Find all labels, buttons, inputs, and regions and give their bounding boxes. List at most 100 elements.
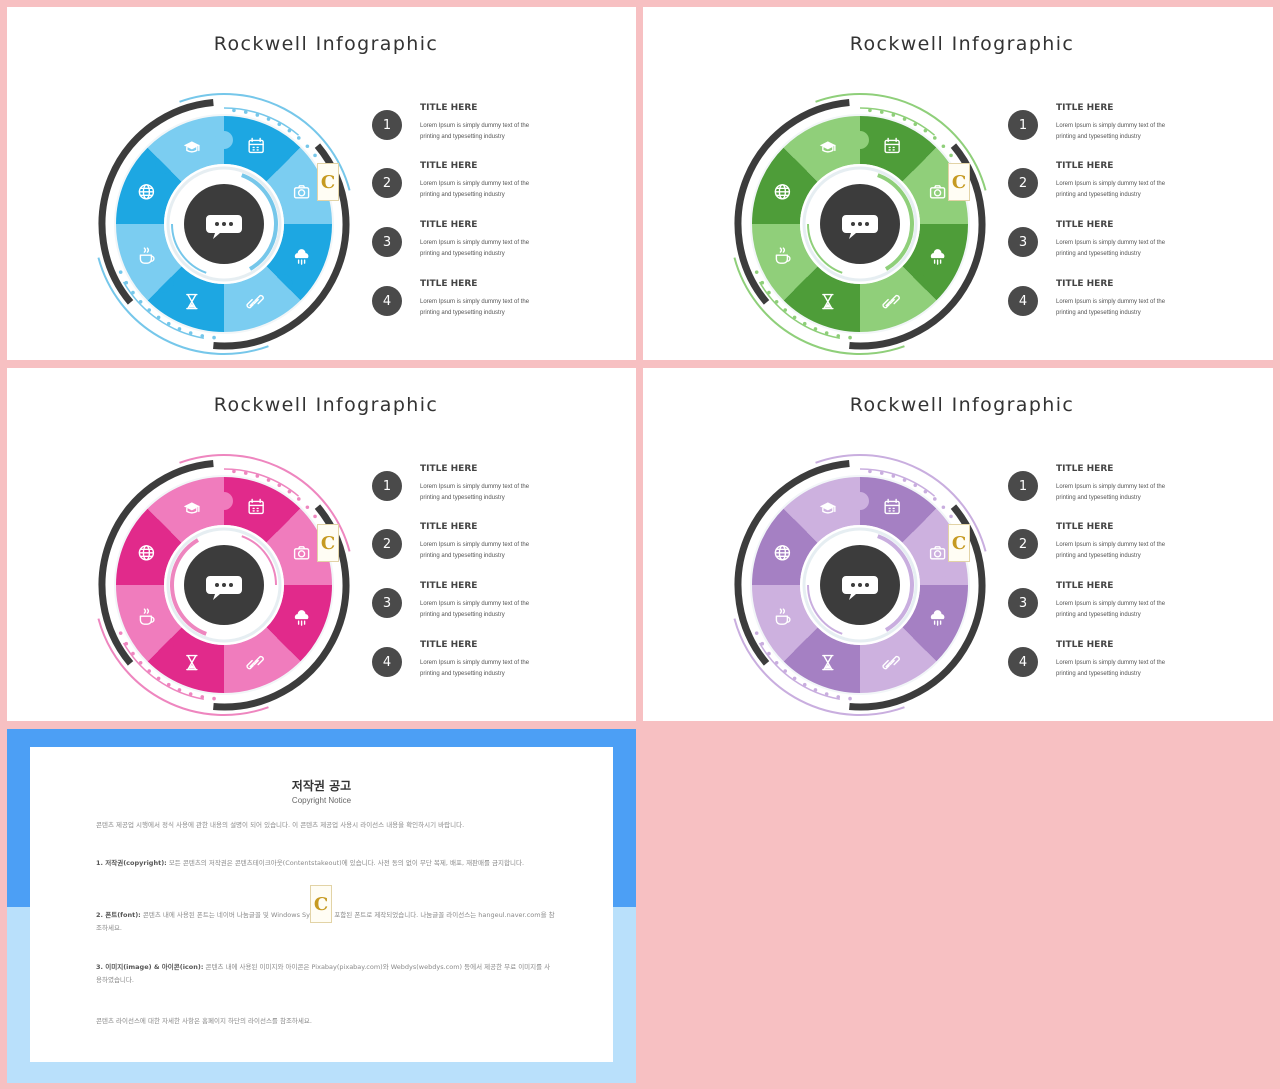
item-description: Lorem Ipsum is simply dummy text of the … [420,660,530,677]
item-description: Lorem Ipsum is simply dummy text of the … [1056,660,1166,677]
dot [266,117,271,121]
item-description: Lorem Ipsum is simply dummy text of the … [420,542,530,559]
dot [131,290,135,295]
weather-icon [294,249,309,265]
dot [879,110,884,114]
graduation-cap-icon [819,502,836,514]
slide-pink[interactable]: Rockwell Infographic 1 TITLE HERE Lorem Ip… [7,368,636,721]
dot [891,474,896,478]
dot [156,315,161,320]
item-number-badge: 1 [1008,471,1038,501]
dot [932,136,937,140]
dot [243,110,248,114]
wheel-segment [116,224,182,301]
item-description: Lorem Ipsum is simply dummy text of the … [1056,181,1166,198]
list-item: 3 TITLE HERE Lorem Ipsum is simply dummy t… [372,581,612,625]
list-item: 3 TITLE HERE Lorem Ipsum is simply dummy t… [372,220,612,264]
watermark-logo: C [317,524,339,562]
item-description: Lorem Ipsum is simply dummy text of the … [420,601,530,618]
dot [124,280,129,285]
dot [932,497,937,501]
dot [824,331,829,335]
dot [879,471,884,475]
speech-bubble-icon [842,576,878,600]
item-number-badge: 3 [372,588,402,618]
dot [913,122,918,127]
item-number-badge: 1 [1008,110,1038,140]
wheel-segment [116,585,182,662]
speech-bubble-icon [842,215,878,239]
list-item: 3 TITLE HERE Lorem Ipsum is simply dummy t… [1008,581,1248,625]
camera-icon [929,546,946,560]
globe-icon [138,184,155,200]
dot [891,113,896,117]
dot [243,471,248,475]
list-item: 1 TITLE HERE Lorem Ipsum is simply dummy t… [372,103,612,147]
list-item: 4 TITLE HERE Lorem Ipsum is simply dummy t… [372,279,612,323]
slide-copyright-notice[interactable]: 저작권 공고 Copyright Notice 콘텐츠 제공업 시행에서 정식 … [7,729,636,1083]
hourglass-icon [822,293,834,310]
wheel-segment [147,477,224,543]
inner-ring-line [802,166,918,282]
slide-purple[interactable]: Rockwell Infographic 1 TITLE HERE Lorem Ip… [643,368,1273,721]
item-description: Lorem Ipsum is simply dummy text of the … [420,123,530,140]
dot [156,676,161,681]
dot [913,483,918,488]
list-item: 4 TITLE HERE Lorem Ipsum is simply dummy t… [372,640,612,684]
inner-accent-arc [877,534,914,632]
coffee-icon [139,247,155,264]
item-title: TITLE HERE [1056,161,1114,171]
outer-thin-arc [179,454,351,552]
hourglass-icon [186,654,198,671]
outer-dark-arc [849,143,986,350]
item-number-badge: 1 [372,471,402,501]
camera-icon [929,185,946,199]
watermark-logo: C [317,163,339,201]
item-title: TITLE HERE [1056,464,1114,474]
wheel-segment [783,477,860,543]
watermark-logo: C [310,885,332,923]
dot [941,144,946,149]
segment-notch [851,131,869,149]
dot [802,682,807,687]
dot [848,335,852,340]
dot [177,327,182,331]
watermark-logo: C [948,163,970,201]
list-item: 2 TITLE HERE Lorem Ipsum is simply dummy t… [1008,522,1248,566]
camera-icon [293,546,310,560]
dot [760,641,765,646]
inner-accent-arc [807,584,843,635]
hourglass-icon [186,293,198,310]
dot [296,497,301,501]
coffee-icon [775,608,791,625]
inner-accent-arc [241,173,278,271]
item-description: Lorem Ipsum is simply dummy text of the … [1056,240,1166,257]
dot [188,692,193,696]
item-number-badge: 2 [1008,529,1038,559]
wheel-segment [783,116,860,182]
dot [813,688,818,692]
slide-blue[interactable]: Rockwell Infographic 1 TITLE HERE Lorem Ip… [7,7,636,360]
inner-ring-line [166,166,282,282]
dot [166,682,171,687]
slide-green[interactable]: Rockwell Infographic 1 TITLE HERE Lorem Ip… [643,7,1273,360]
outer-thin-arc [758,281,840,339]
graduation-cap-icon [183,141,200,153]
item-number-badge: 4 [372,647,402,677]
inner-accent-arc [877,173,914,271]
wheel-segment [752,585,818,662]
dot [923,489,928,494]
outer-thin-arc [122,281,204,339]
list-item: 2 TITLE HERE Lorem Ipsum is simply dummy t… [372,522,612,566]
watermark-logo: C [948,524,970,562]
globe-icon [138,545,155,561]
item-number-badge: 3 [1008,588,1038,618]
slide-title: Rockwell Infographic [213,394,439,416]
calendar-icon [884,498,900,515]
dot [767,651,771,656]
copyright-section-2: 2. 폰트(font): 콘텐츠 내에 사용된 폰트는 네이버 나눔글꼴 및 W… [96,911,555,932]
list-item: 2 TITLE HERE Lorem Ipsum is simply dummy t… [372,161,612,205]
dot [277,122,282,127]
list-item: 3 TITLE HERE Lorem Ipsum is simply dummy t… [1008,220,1248,264]
item-number-badge: 3 [372,227,402,257]
